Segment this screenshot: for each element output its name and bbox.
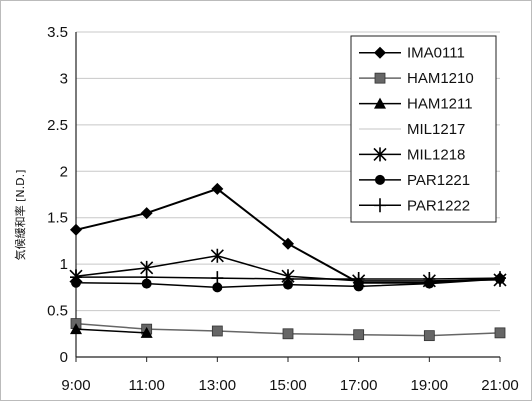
data-point [70, 270, 82, 285]
data-point [282, 328, 294, 340]
data-point [70, 223, 82, 236]
data-point [210, 248, 224, 263]
legend-item: PAR1222 [359, 197, 470, 214]
data-point [282, 272, 294, 286]
legend-marker [374, 97, 386, 109]
y-tick-label: 2.5 [47, 117, 68, 134]
y-tick-label: 1 [60, 256, 68, 273]
legend-marker [374, 72, 386, 84]
data-point [211, 325, 223, 337]
series-line [75, 328, 147, 334]
legend-item: HAM1211 [359, 96, 473, 113]
data-point [70, 323, 82, 335]
x-tick-label: 19:00 [411, 377, 449, 394]
data-point [494, 271, 506, 286]
axes [75, 32, 501, 362]
legend-marker [373, 147, 387, 162]
legend: IMA0111 HAM1210 HAM1211 MIL1217 MIL1218 PAR12… [350, 35, 497, 223]
data-point [140, 270, 153, 285]
x-tick-label: 13:00 [199, 377, 237, 394]
data-point [423, 330, 435, 342]
series-HAM1211 [70, 323, 153, 338]
x-tick-labels: 9:00 11:00 13:00 15:00 17:00 19:00 21:00 [61, 377, 518, 394]
data-point [494, 327, 506, 339]
y-tick-label: 2 [60, 163, 68, 180]
y-tick-label: 3.5 [47, 24, 68, 41]
data-point [353, 329, 365, 341]
y-tick-labels: 0 0.5 1 1.5 2 2.5 3 3.5 [47, 24, 68, 366]
data-point [423, 272, 436, 286]
data-point [282, 237, 294, 250]
legend-item: MIL1217 [359, 121, 465, 138]
legend-item: IMA0111 [359, 45, 465, 62]
legend-label: PAR1222 [407, 197, 470, 214]
legend-label: PAR1221 [407, 172, 470, 189]
data-point [140, 326, 153, 338]
series-HAM1210 [70, 318, 506, 342]
y-tick-label: 0.5 [47, 303, 68, 320]
legend-item: HAM1210 [359, 70, 474, 87]
legend-label: HAM1211 [407, 96, 473, 113]
legend-marker [374, 198, 386, 213]
y-axis-label: 気候緩和率 [N.D.] [13, 170, 27, 261]
data-point [140, 207, 153, 220]
legend-marker [375, 174, 385, 185]
x-tick-label: 15:00 [269, 377, 307, 394]
series-group [69, 182, 507, 342]
legend-label: MIL1218 [407, 146, 465, 163]
y-tick-label: 1.5 [47, 210, 68, 227]
legend-label: IMA0111 [407, 45, 465, 62]
x-tick-label: 9:00 [61, 377, 90, 394]
legend-item: PAR1221 [359, 172, 470, 189]
x-tick-label: 17:00 [340, 377, 378, 394]
data-point [211, 271, 224, 286]
x-tick-label: 11:00 [128, 377, 164, 394]
legend-item: MIL1218 [359, 146, 465, 163]
y-tick-label: 3 [60, 70, 68, 87]
data-point [212, 282, 223, 293]
y-tick-label: 0 [60, 349, 68, 366]
x-tick-label: 21:00 [481, 377, 519, 394]
data-point [211, 182, 224, 195]
legend-label: MIL1217 [407, 121, 465, 138]
legend-label: HAM1210 [407, 70, 474, 87]
data-point [353, 281, 364, 292]
legend-marker [374, 46, 386, 59]
series-PAR1222 [70, 270, 506, 286]
data-point [352, 272, 365, 286]
